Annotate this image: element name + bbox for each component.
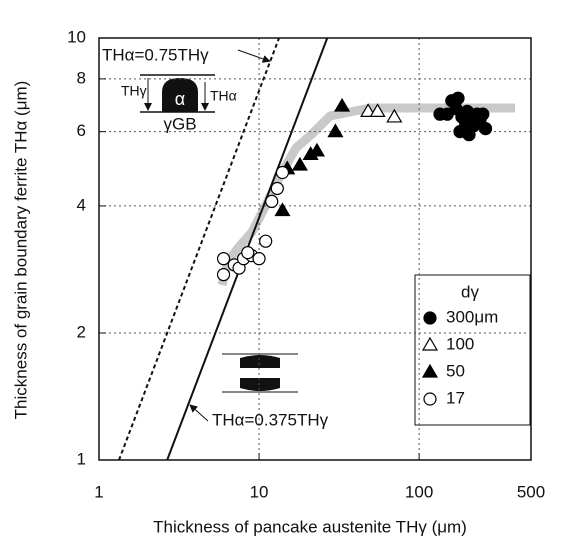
data-point [369, 103, 386, 117]
legend-marker [421, 363, 439, 378]
inset-label: THγ [121, 83, 147, 99]
annotation: THα=0.75THγ [102, 45, 209, 64]
data-point [259, 234, 273, 248]
data-point [241, 246, 255, 260]
data-point [478, 121, 493, 136]
x-tick-label: 100 [405, 482, 433, 501]
data-point [291, 156, 308, 171]
reference-line [118, 38, 280, 460]
inset-label: α [175, 89, 185, 109]
legend-label: 17 [446, 388, 465, 407]
plot-frame [98, 37, 532, 461]
y-tick-label: 1 [77, 449, 86, 468]
inset-label: THα [210, 88, 237, 104]
inset-top: THγ THα α γGB [121, 74, 237, 133]
data-point [270, 181, 284, 196]
data-point [462, 128, 476, 142]
annotation-arrow [237, 49, 271, 63]
legend-label: 300μm [446, 307, 498, 326]
legend-label: 50 [446, 361, 465, 380]
legend-label: 100 [446, 334, 474, 353]
y-tick-label: 2 [77, 322, 86, 341]
x-tick-label: 500 [517, 482, 545, 501]
data-point [308, 142, 326, 157]
x-axis-title: Thickness of pancake austenite THγ (μm) [153, 517, 467, 536]
data-point [334, 97, 351, 112]
annotation-arrow [189, 404, 209, 422]
annotation: THα=0.375THγ [212, 410, 329, 429]
x-tick-label: 1 [94, 482, 103, 501]
data-point [216, 268, 231, 282]
data-point [476, 107, 490, 121]
data-point [275, 165, 290, 180]
data-point [252, 252, 266, 266]
data-point [274, 202, 291, 217]
legend-marker [423, 392, 437, 406]
y-axis-title: Thickness of grain boundary ferrite THα … [11, 81, 30, 420]
inset-bottom [222, 353, 298, 393]
legend-marker [421, 336, 439, 351]
data-point [265, 194, 279, 209]
y-tick-label: 6 [77, 121, 86, 140]
data-point [216, 252, 231, 266]
inset-label: γGB [163, 114, 196, 133]
y-tick-label: 10 [67, 27, 86, 46]
data-point [327, 123, 344, 138]
data-point [360, 103, 377, 117]
data-point [386, 108, 403, 123]
data-point [451, 91, 465, 105]
y-tick-label: 4 [77, 195, 86, 214]
legend-marker [423, 311, 437, 325]
x-tick-label: 10 [250, 482, 269, 501]
legend-title: dγ [461, 282, 479, 301]
y-tick-label: 8 [77, 68, 86, 87]
